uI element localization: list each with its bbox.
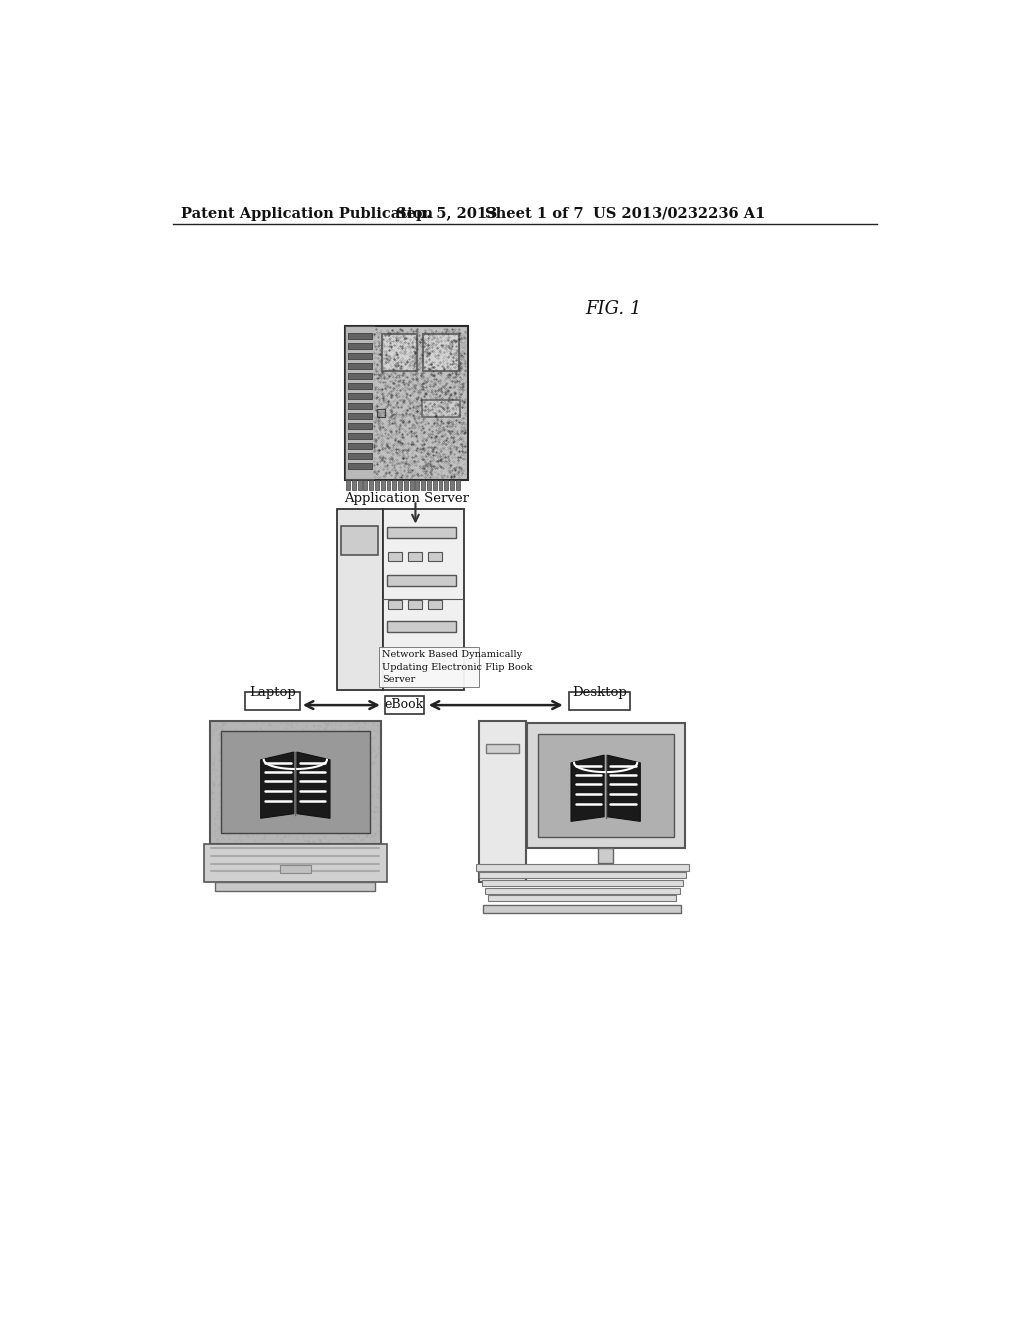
Bar — [379, 647, 479, 688]
Bar — [348, 444, 373, 449]
Bar — [348, 333, 373, 339]
Bar — [598, 847, 613, 863]
Bar — [444, 480, 449, 490]
Bar — [388, 599, 401, 609]
Text: Desktop: Desktop — [572, 686, 627, 700]
Bar — [433, 480, 436, 490]
Bar — [484, 887, 680, 894]
Bar — [346, 480, 350, 490]
Bar — [408, 552, 422, 561]
Bar — [245, 692, 300, 710]
Bar — [410, 480, 414, 490]
Bar — [481, 880, 683, 886]
Bar — [352, 480, 355, 490]
Bar — [215, 882, 376, 891]
Bar — [348, 463, 373, 470]
Bar — [487, 895, 677, 902]
Bar — [416, 480, 419, 490]
Bar — [357, 480, 361, 490]
Bar — [398, 480, 402, 490]
Polygon shape — [210, 721, 381, 843]
Bar — [364, 480, 368, 490]
Bar — [538, 734, 674, 837]
Bar — [527, 723, 685, 847]
Text: eBook: eBook — [385, 698, 424, 711]
Bar — [479, 721, 525, 882]
Polygon shape — [297, 752, 330, 818]
Bar — [220, 731, 370, 833]
Bar — [348, 354, 373, 359]
Bar — [438, 480, 442, 490]
Bar — [385, 696, 424, 714]
Text: Sheet 1 of 7: Sheet 1 of 7 — [484, 207, 584, 220]
Bar — [387, 480, 390, 490]
Polygon shape — [261, 752, 294, 818]
Bar — [348, 453, 373, 459]
Bar — [370, 480, 373, 490]
Text: FIG. 1: FIG. 1 — [585, 300, 641, 318]
Bar — [456, 480, 460, 490]
Bar — [392, 480, 396, 490]
Bar — [422, 400, 460, 417]
Polygon shape — [571, 755, 604, 821]
Bar — [345, 326, 376, 480]
Bar — [348, 404, 373, 409]
Bar — [388, 552, 401, 561]
Bar — [569, 692, 630, 710]
Bar — [348, 413, 373, 420]
Bar — [337, 508, 383, 689]
Bar — [382, 334, 417, 371]
Bar — [478, 873, 686, 878]
Bar — [348, 343, 373, 350]
Bar — [383, 508, 464, 689]
Bar — [345, 326, 468, 480]
Bar — [387, 576, 457, 586]
Text: Application Server: Application Server — [344, 492, 469, 506]
Bar — [381, 480, 385, 490]
Text: US 2013/0232236 A1: US 2013/0232236 A1 — [593, 207, 765, 220]
Bar — [280, 866, 310, 873]
Polygon shape — [607, 755, 640, 821]
Bar — [387, 527, 457, 539]
Bar — [341, 525, 378, 554]
Bar — [387, 622, 457, 632]
Bar — [475, 865, 689, 871]
Bar — [485, 743, 519, 752]
Text: Patent Application Publication: Patent Application Publication — [180, 207, 432, 220]
Bar — [483, 906, 681, 913]
Text: Sep. 5, 2013: Sep. 5, 2013 — [396, 207, 498, 220]
Bar — [428, 552, 441, 561]
Bar — [375, 480, 379, 490]
Bar — [423, 334, 459, 371]
Bar — [348, 383, 373, 389]
Text: Laptop: Laptop — [249, 686, 296, 700]
Bar — [408, 599, 422, 609]
Bar — [348, 393, 373, 400]
Text: Network Based Dynamically
Updating Electronic Flip Book
Server: Network Based Dynamically Updating Elect… — [382, 651, 532, 685]
Bar — [348, 433, 373, 440]
Bar — [348, 374, 373, 379]
Bar — [428, 599, 441, 609]
Bar — [451, 480, 454, 490]
Bar — [377, 409, 385, 417]
Bar — [204, 843, 387, 882]
Bar — [421, 480, 425, 490]
Bar — [348, 424, 373, 429]
Bar — [348, 363, 373, 370]
Bar — [427, 480, 431, 490]
Bar — [403, 480, 408, 490]
